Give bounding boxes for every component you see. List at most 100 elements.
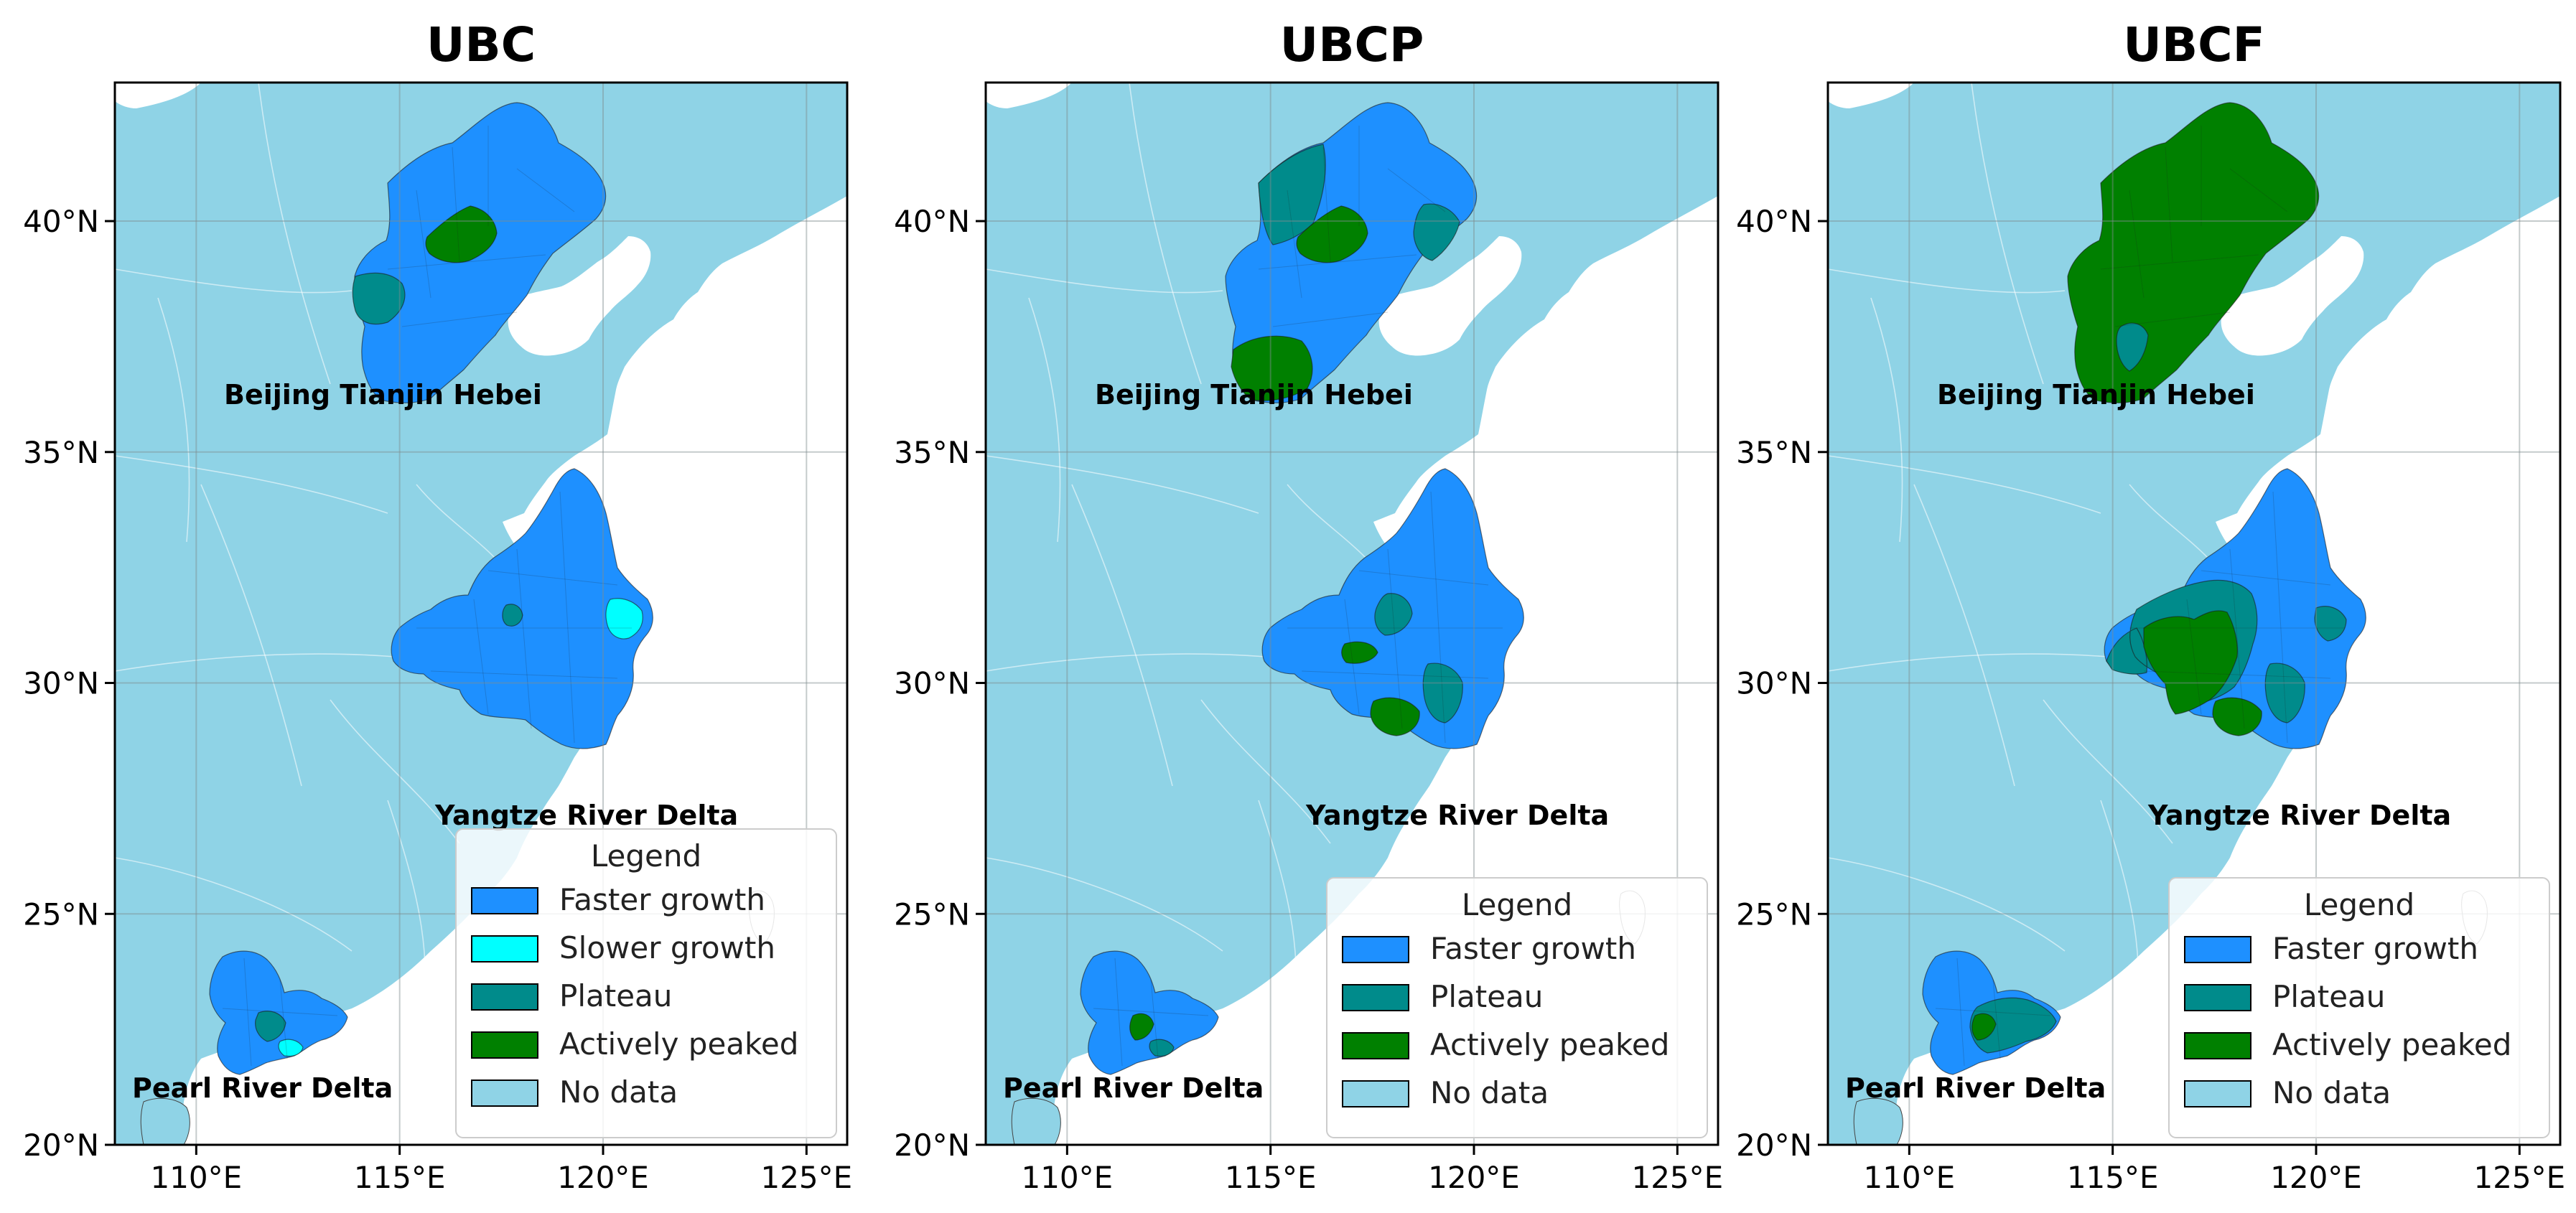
legend-label: No data xyxy=(559,1074,678,1110)
province-boundary xyxy=(1028,297,1061,543)
panel-title: UBCF xyxy=(2123,17,2264,72)
region-bth-core xyxy=(425,205,498,263)
province-boundary xyxy=(986,653,1266,672)
region-bth-core xyxy=(1296,205,1368,263)
legend: Legend Faster growth Plateau Actively peake… xyxy=(2168,877,2550,1138)
province-boundary xyxy=(1828,857,2066,952)
panel-title: UBCP xyxy=(1280,17,1424,72)
province-boundary xyxy=(2100,800,2139,1016)
lat-tick-label: 25°N xyxy=(894,896,970,932)
lat-tick-label: 30°N xyxy=(23,666,99,701)
legend-swatch-plateau xyxy=(1342,984,1409,1011)
city-boundary xyxy=(401,312,518,327)
region-bth-nw xyxy=(1258,144,1326,245)
lon-tick-label: 125°E xyxy=(1631,1160,1723,1195)
city-boundary xyxy=(516,548,532,729)
legend-swatch-no-data xyxy=(471,1079,538,1107)
legend-swatch-actively-peaked xyxy=(1342,1032,1409,1059)
legend-label: Actively peaked xyxy=(1430,1027,1669,1062)
legend-swatch-plateau xyxy=(2184,984,2251,1011)
hainan-island xyxy=(1853,1097,1903,1145)
city-boundary xyxy=(1430,491,1446,744)
province-boundary xyxy=(115,857,353,952)
legend-swatch-actively-peaked xyxy=(2184,1032,2251,1059)
province-boundary xyxy=(1200,699,1331,844)
province-boundary xyxy=(330,699,460,844)
city-boundary xyxy=(1387,548,1403,729)
province-boundary xyxy=(157,297,190,543)
province-boundary xyxy=(1828,455,2101,514)
city-boundary xyxy=(2201,570,2331,586)
region-prd-peak xyxy=(1971,1013,1997,1041)
city-boundary xyxy=(2272,491,2288,744)
city-boundary xyxy=(222,1008,338,1016)
lon-tick-label: 110°E xyxy=(1863,1160,1955,1195)
province-boundary xyxy=(1828,268,2066,294)
region-prd-slower xyxy=(278,1039,304,1057)
region-label-prd: Pearl River Delta xyxy=(1003,1072,1264,1104)
province-boundary xyxy=(1870,297,1903,543)
province-boundary xyxy=(115,653,396,672)
region-label-prd: Pearl River Delta xyxy=(1845,1072,2106,1104)
legend-label: Actively peaked xyxy=(559,1026,798,1062)
legend-swatch-actively-peaked xyxy=(471,1031,538,1059)
legend-label: Faster growth xyxy=(2272,931,2478,966)
province-boundary xyxy=(1071,484,1173,787)
city-boundary xyxy=(2114,312,2231,327)
map-panel-ubcp: Beijing Tianjin Hebei Yangtze River Delta… xyxy=(894,17,1723,1195)
lat-tick-label: 25°N xyxy=(23,896,99,932)
legend-label: Plateau xyxy=(1430,979,1543,1014)
city-boundary xyxy=(1287,189,1302,299)
lat-tick-label: 35°N xyxy=(1736,435,1812,470)
province-boundary xyxy=(1828,653,2109,672)
city-boundary xyxy=(1935,1008,2051,1016)
region-prd-plateau xyxy=(255,1011,286,1042)
province-boundary xyxy=(1913,484,2015,787)
region-yrd-se-plateau xyxy=(2264,662,2305,723)
city-boundary xyxy=(279,979,288,1059)
lon-tick-label: 125°E xyxy=(760,1160,852,1195)
city-boundary xyxy=(516,168,575,212)
city-boundary xyxy=(2229,548,2245,729)
city-boundary xyxy=(430,670,618,679)
legend: Legend Faster growth Slower growth Plateau A… xyxy=(455,828,837,1138)
region-yrd-spot xyxy=(502,604,523,627)
legend-label: Plateau xyxy=(559,978,672,1013)
region-prd-plateau xyxy=(1969,997,2057,1054)
province-boundary xyxy=(115,455,388,514)
city-boundary xyxy=(2229,168,2288,212)
region-yrd-west-peak xyxy=(2143,610,2238,715)
legend-label: No data xyxy=(1430,1075,1549,1110)
legend-label: Faster growth xyxy=(1430,931,1636,966)
city-boundary xyxy=(473,599,489,715)
city-boundary xyxy=(1093,1008,1209,1016)
region-yrd-shanghai xyxy=(605,598,643,640)
hainan-island xyxy=(1011,1097,1061,1145)
lat-tick-label: 40°N xyxy=(1736,204,1812,239)
region-label-bth: Beijing Tianjin Hebei xyxy=(1937,379,2255,411)
map-frame xyxy=(1826,81,2562,1146)
lat-tick-label: 35°N xyxy=(23,435,99,470)
city-boundary xyxy=(1114,957,1123,1067)
lon-tick-label: 110°E xyxy=(150,1160,242,1195)
region-label-bth: Beijing Tianjin Hebei xyxy=(1095,379,1413,411)
region-yrd-west-plateau xyxy=(1374,593,1413,636)
legend-box xyxy=(2168,877,2550,1138)
city-boundary xyxy=(2165,146,2173,263)
map-frame xyxy=(113,81,849,1146)
lon-tick-label: 120°E xyxy=(1428,1160,1520,1195)
region-bth-south-plateau xyxy=(2116,322,2149,372)
lat-tick-label: 30°N xyxy=(894,666,970,701)
city-boundary xyxy=(2129,189,2145,299)
city-boundary xyxy=(1322,146,1331,263)
legend-title: Legend xyxy=(1462,887,1572,922)
legend-label: Faster growth xyxy=(559,882,765,917)
region-label-bth: Beijing Tianjin Hebei xyxy=(224,379,542,411)
province-boundary xyxy=(986,857,1223,952)
city-boundary xyxy=(1258,254,1417,270)
legend-box xyxy=(455,828,837,1138)
map-frame xyxy=(984,81,1719,1146)
lon-tick-label: 120°E xyxy=(2270,1160,2362,1195)
city-boundary xyxy=(487,570,618,586)
province-boundary xyxy=(1971,83,2044,385)
